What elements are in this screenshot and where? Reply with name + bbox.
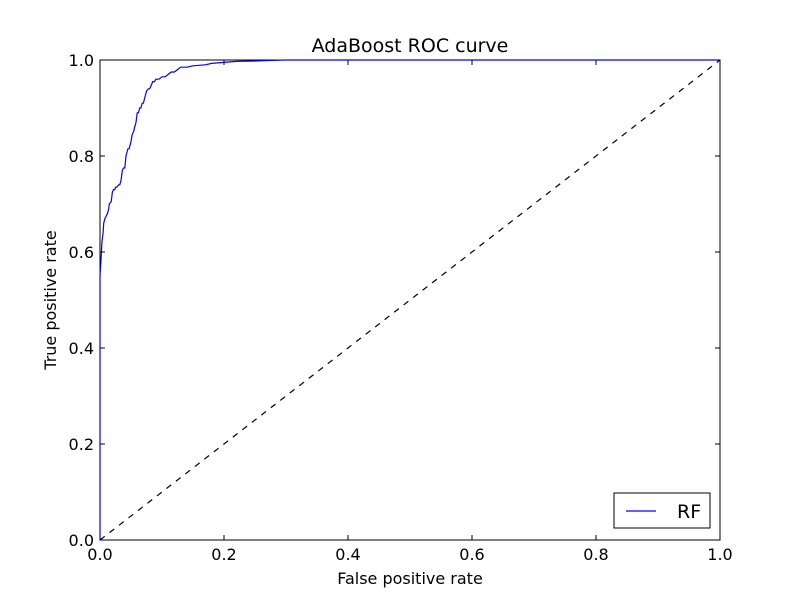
chart-title: AdaBoost ROC curve: [312, 35, 509, 57]
x-tick-label: 0.2: [211, 545, 236, 564]
series-layer: [99, 59, 721, 541]
x-tick-label: 0.8: [583, 545, 608, 564]
y-tick-label: 0.6: [69, 243, 94, 262]
x-tick-label: 0.6: [459, 545, 484, 564]
chance-diagonal-line: [99, 59, 721, 541]
axis-ticks: 0.0 0.2 0.4 0.6 0.8 1.0 0.0 0.2 0.4 0.6 0.8 1.0: [69, 51, 733, 564]
x-tick-label: 0.4: [335, 545, 360, 564]
legend: RF: [613, 492, 711, 529]
y-tick-label: 1.0: [69, 51, 94, 70]
roc-curve-rf: [99, 59, 720, 540]
y-axis-label: True positive rate: [41, 230, 60, 370]
x-tick-label: 1.0: [707, 545, 732, 564]
x-tick-label: 0.0: [87, 545, 112, 564]
y-tick-label: 0.2: [69, 435, 94, 454]
y-tick-label: 0.4: [69, 339, 94, 358]
x-axis-label: False positive rate: [337, 569, 483, 588]
legend-label-rf: RF: [677, 501, 701, 523]
y-tick-label: 0.0: [69, 531, 94, 550]
plot-frame: [99, 59, 721, 541]
y-tick-label: 0.8: [69, 147, 94, 166]
